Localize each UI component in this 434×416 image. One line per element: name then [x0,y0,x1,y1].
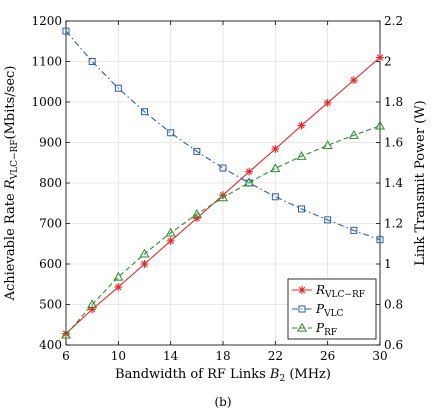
y-left-tick-label: 1000 [31,95,62,109]
legend: RVLC−RF PVLC PRF [287,278,377,340]
legend-entry-label: PVLC [315,302,344,319]
data-point [191,208,202,218]
data-point [60,329,72,339]
x-axis-label: Bandwidth of RF Links B2 (MHz) [115,367,331,384]
series-group [60,27,386,339]
data-point [322,140,333,149]
data-point [114,84,122,92]
series-line-p-rf [65,125,381,336]
data-point [296,151,307,160]
data-point [376,236,384,244]
y-right-tick-label: 1 [384,257,392,271]
data-point [165,227,176,237]
x-tick-label: 18 [215,349,230,363]
y-right-tick-label: 1.8 [384,95,403,109]
y-axis-left-label: Achievable Rate RVLC−RF(Mbits/sec) [3,66,20,302]
y-left-tick-label: 800 [39,176,62,190]
x-tick-label: 22 [268,349,283,363]
legend-swatch-marker [298,286,306,294]
data-point [219,164,227,172]
legend-swatch-marker [296,322,308,332]
y-left-tick-label: 1100 [31,55,62,69]
data-point [193,147,201,155]
data-point [88,305,97,314]
series-line-p-vlc [65,30,381,241]
data-point [192,214,201,223]
data-point [114,283,123,292]
y-left-tick-label: 600 [39,257,62,271]
data-point [324,216,332,224]
legend-entry-label: PRF [315,321,337,338]
y-left-tick-label: 400 [39,338,62,352]
x-tick-label: 6 [62,349,70,363]
x-tick-label: 14 [163,349,179,363]
y-right-tick-label: 1.6 [384,136,403,150]
figure-caption: (b) [214,395,231,409]
data-point [140,260,149,268]
y-left-tick-label: 500 [39,298,62,312]
data-point [271,144,280,153]
x-tick-label: 10 [111,349,126,363]
data-point [348,130,359,139]
data-point [167,129,175,137]
data-point [166,236,175,245]
y-right-tick-label: 2.2 [384,14,403,28]
y-axis-right-label: Link Transmit Power (W) [413,100,428,265]
y-right-tick-label: 2 [384,55,392,69]
data-point [298,205,305,213]
y-left-tick-label: 1200 [31,14,62,28]
data-point [62,329,70,338]
data-point [88,58,96,65]
data-point [217,192,229,202]
data-point [350,226,358,234]
data-point [244,177,255,187]
tick-marks [65,20,381,346]
y-left-tick-label: 700 [39,217,62,231]
data-point [139,248,150,258]
data-point [245,167,254,176]
data-point [141,108,148,116]
y-right-tick-label: 1.2 [384,217,403,231]
data-point [62,27,70,35]
y-right-tick-label: 0.6 [384,338,403,352]
y-right-tick-label: 0.8 [384,298,403,312]
data-point [376,53,384,62]
data-point [270,163,281,173]
data-point [374,120,386,130]
data-point [271,193,279,201]
legend-entry-label: RVLC−RF [315,283,365,300]
data-point [323,98,332,107]
data-point [87,299,98,309]
y-left-tick-label: 900 [39,136,62,150]
legend-swatch-marker [298,305,306,313]
y-right-tick-label: 1.4 [384,176,403,190]
x-tick-label: 30 [372,349,387,363]
x-tick-label: 26 [320,349,335,363]
data-point [113,271,124,281]
data-point [297,121,306,130]
data-point [349,76,358,85]
